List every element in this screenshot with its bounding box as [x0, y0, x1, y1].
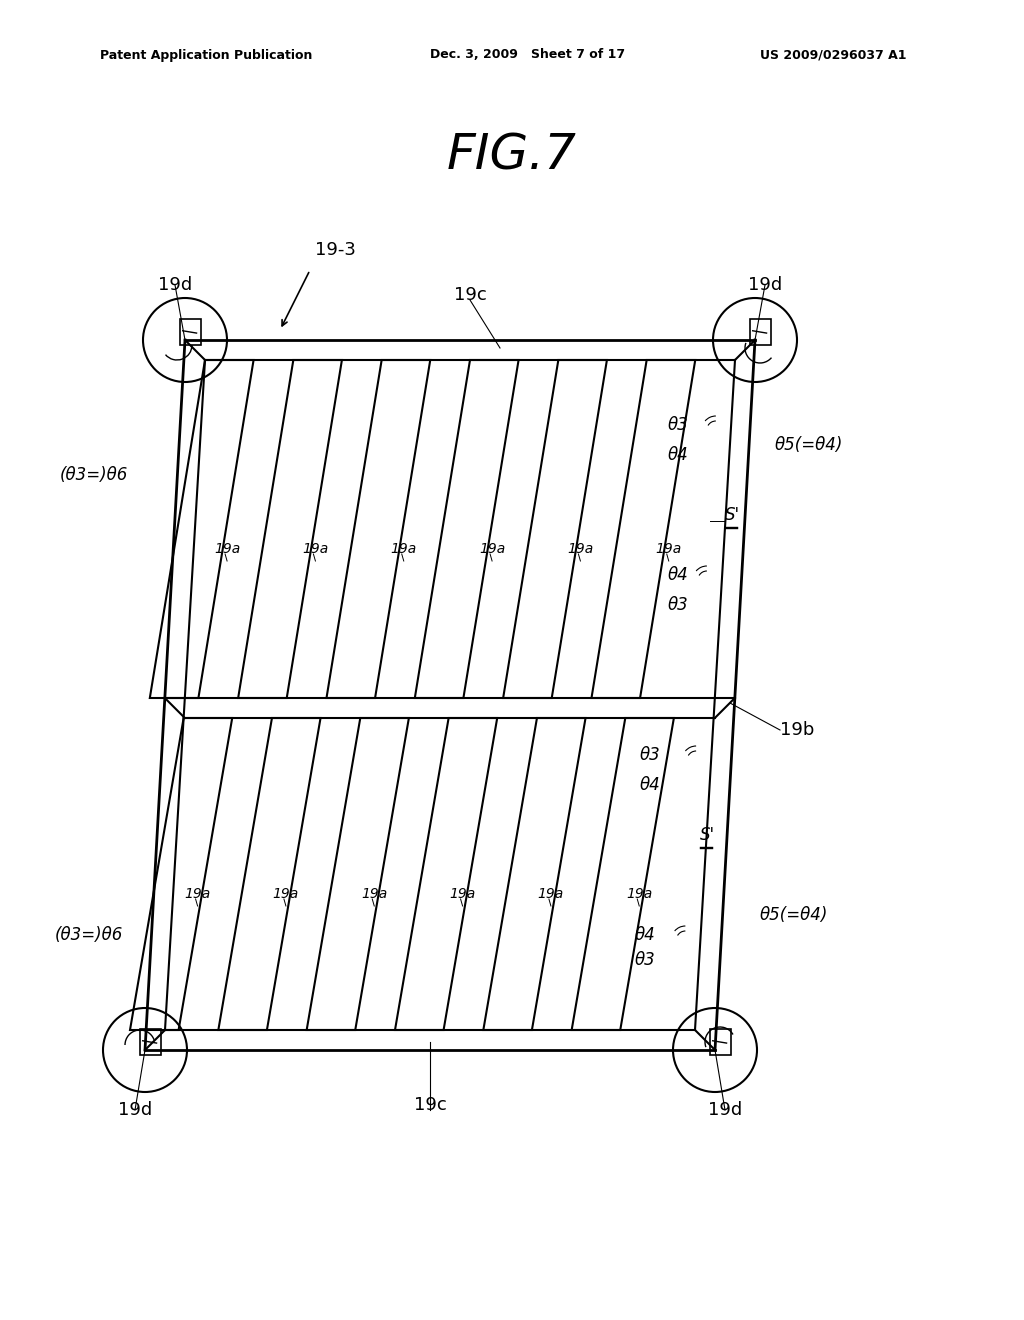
Text: θ3: θ3 — [640, 746, 660, 764]
Text: 19-3: 19-3 — [314, 242, 355, 259]
Text: S': S' — [725, 506, 740, 524]
Text: 19a: 19a — [567, 543, 594, 556]
Text: 19b: 19b — [780, 721, 814, 739]
Text: 19c: 19c — [414, 1096, 446, 1114]
Text: 19a: 19a — [214, 543, 241, 556]
Text: (θ3=)θ6: (θ3=)θ6 — [55, 927, 123, 944]
Text: FIG.7: FIG.7 — [447, 131, 577, 180]
Text: θ4: θ4 — [635, 927, 655, 944]
Text: US 2009/0296037 A1: US 2009/0296037 A1 — [760, 49, 906, 62]
Text: 19d: 19d — [158, 276, 193, 294]
Text: 19a: 19a — [361, 887, 387, 902]
Text: 19d: 19d — [118, 1101, 153, 1119]
Text: 19a: 19a — [302, 543, 329, 556]
Text: 19a: 19a — [450, 887, 476, 902]
Text: 19a: 19a — [655, 543, 682, 556]
Text: 19a: 19a — [272, 887, 299, 902]
Text: θ3: θ3 — [635, 950, 655, 969]
Text: θ3: θ3 — [668, 597, 689, 614]
Text: 19a: 19a — [479, 543, 505, 556]
Text: 19a: 19a — [390, 543, 417, 556]
Text: 19d: 19d — [708, 1101, 742, 1119]
Text: 19d: 19d — [748, 276, 782, 294]
Text: 19c: 19c — [454, 286, 486, 304]
Text: 19a: 19a — [626, 887, 652, 902]
Text: S': S' — [700, 826, 715, 843]
Text: θ3: θ3 — [668, 416, 689, 434]
Text: θ4: θ4 — [668, 446, 689, 465]
Text: θ4: θ4 — [668, 566, 689, 583]
Text: 19a: 19a — [538, 887, 564, 902]
Text: Patent Application Publication: Patent Application Publication — [100, 49, 312, 62]
Text: 19a: 19a — [184, 887, 211, 902]
Text: θ5(=θ4): θ5(=θ4) — [775, 436, 844, 454]
Text: θ4: θ4 — [640, 776, 660, 795]
Text: θ5(=θ4): θ5(=θ4) — [760, 906, 828, 924]
Text: Dec. 3, 2009   Sheet 7 of 17: Dec. 3, 2009 Sheet 7 of 17 — [430, 49, 625, 62]
Text: (θ3=)θ6: (θ3=)θ6 — [60, 466, 128, 484]
